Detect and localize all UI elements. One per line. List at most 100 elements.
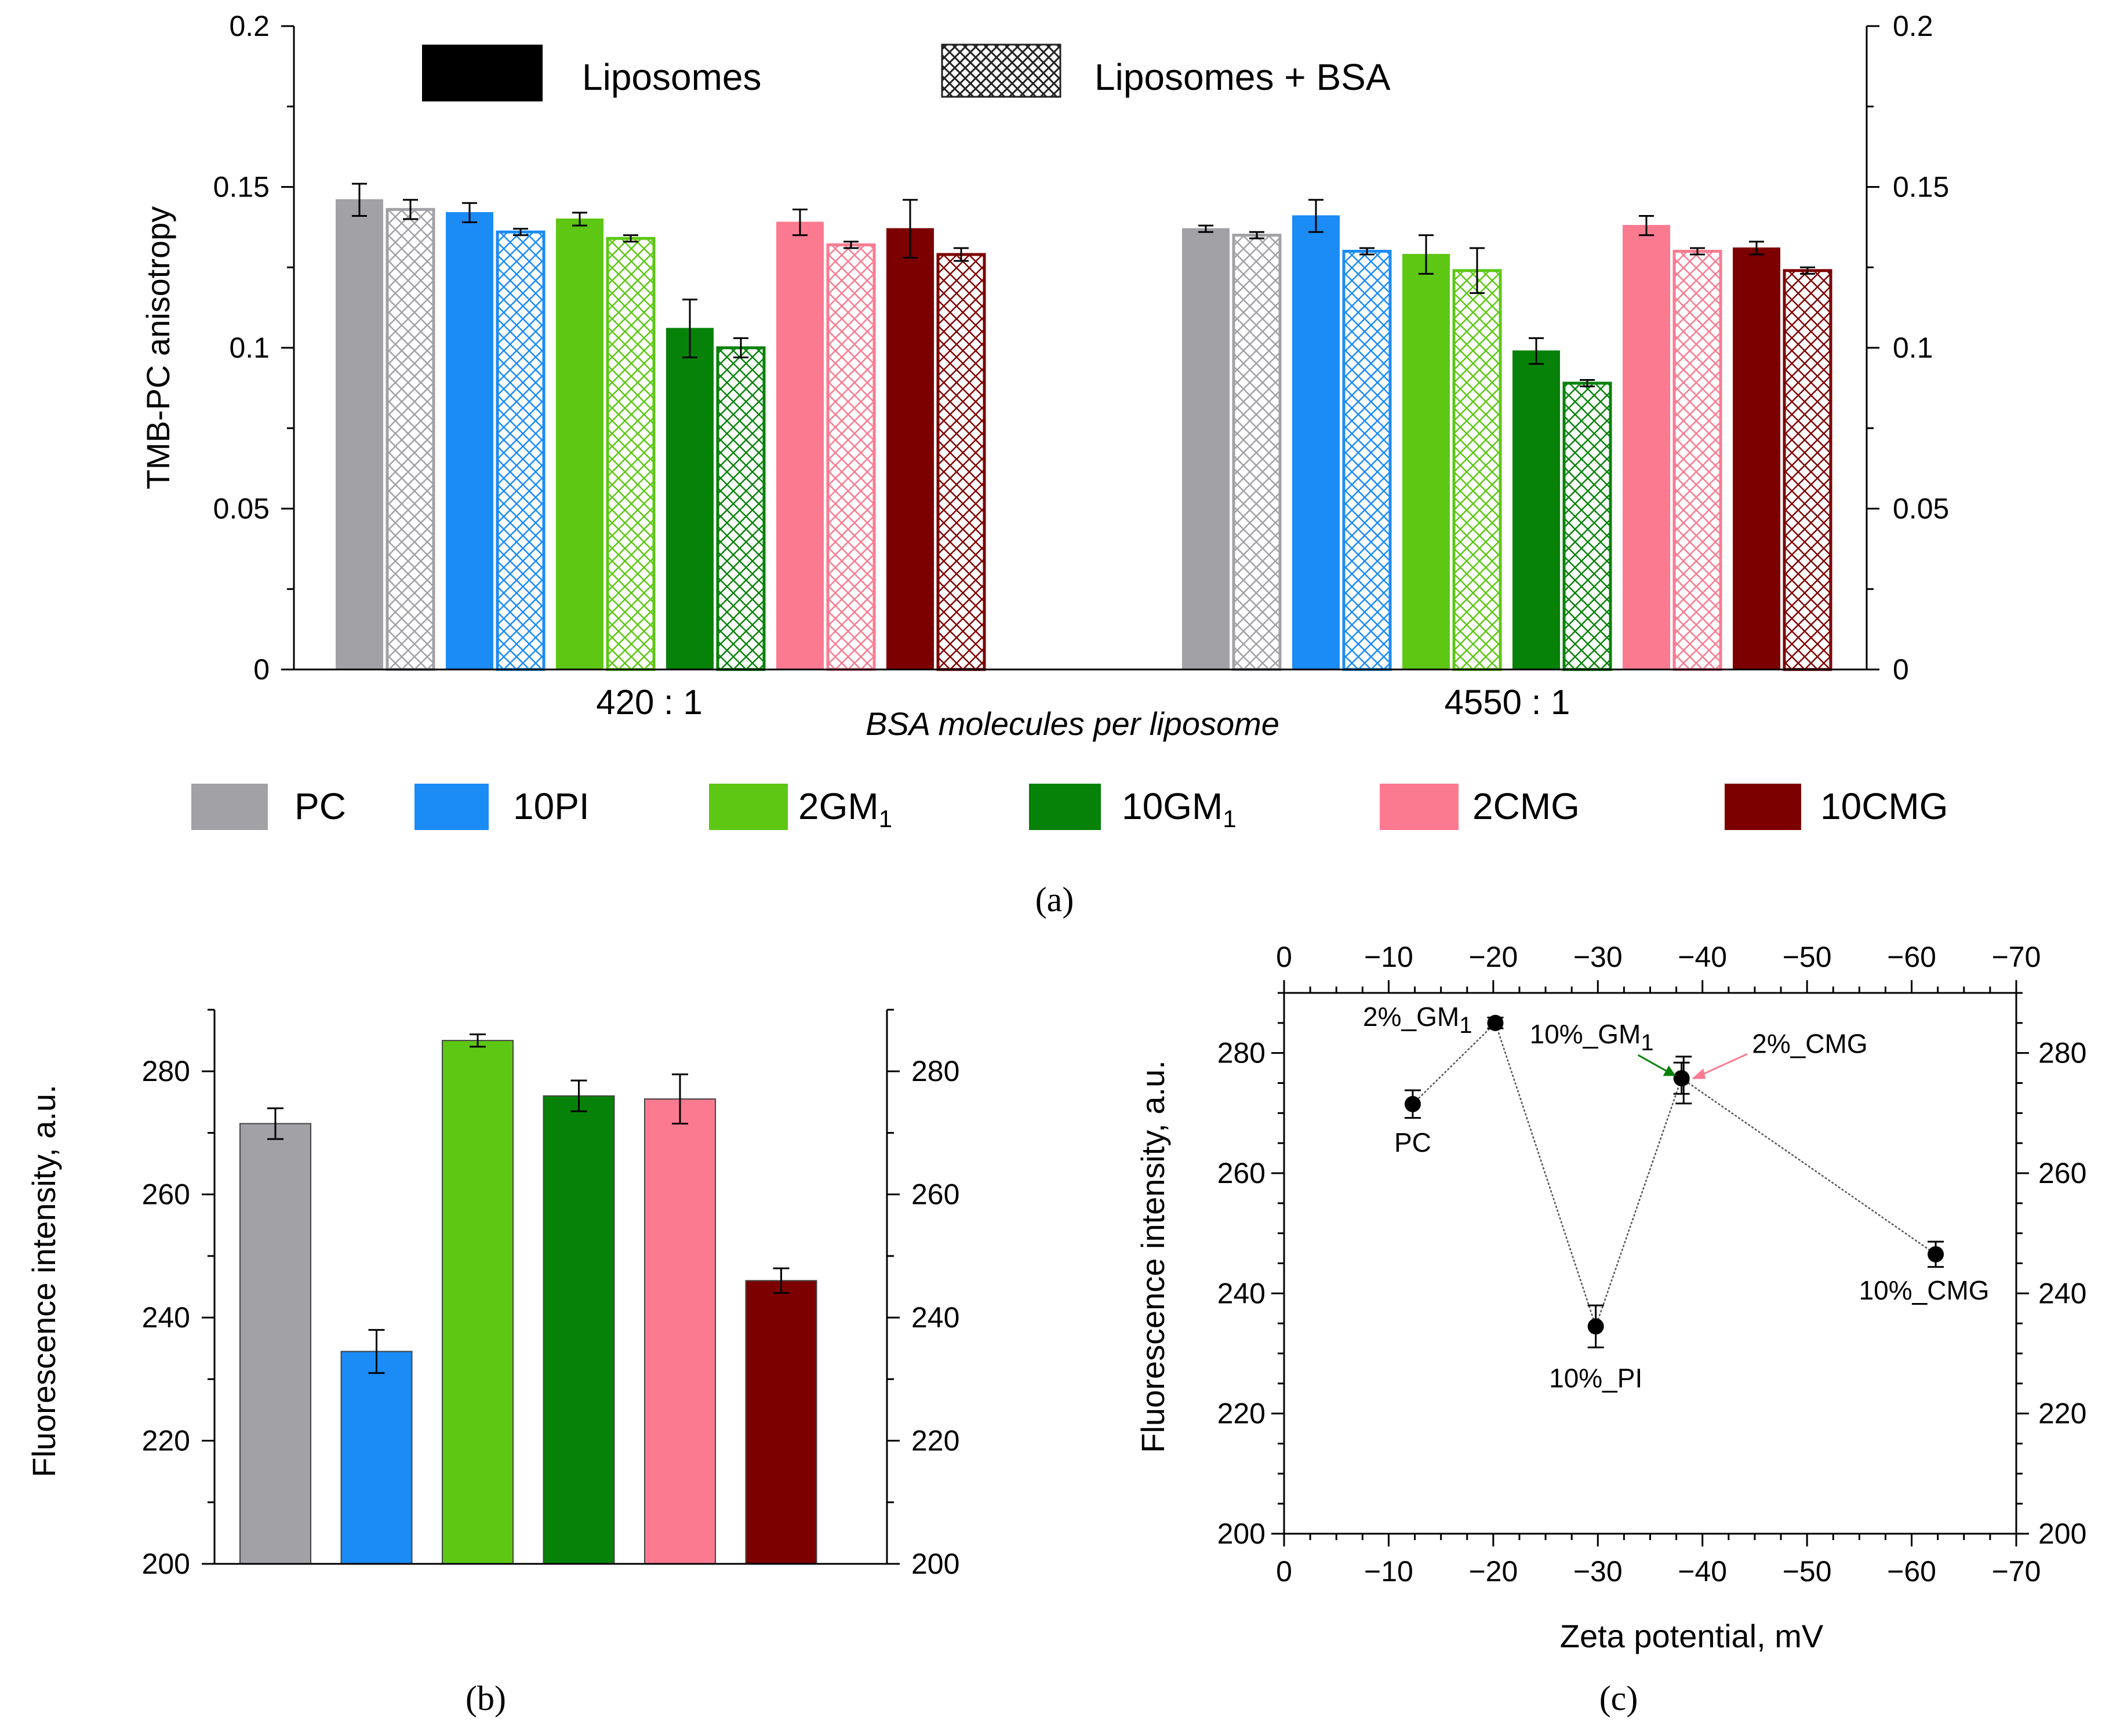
panel-a-axis-ticks: 0 0 0.05 0.05 0.1 0.1 0.15 0.15 0.2 0.2 bbox=[213, 10, 1950, 686]
a-bar-10GM1-4550 bbox=[1512, 350, 1560, 670]
legend-swatch-10gm1 bbox=[1029, 784, 1101, 830]
legend-swatch-liposomes bbox=[422, 45, 543, 101]
c-xtick-label-bottom: −60 bbox=[1887, 1555, 1936, 1588]
a-bar-10CMG-bsa-420 bbox=[936, 253, 986, 671]
c-ytick-label-left: 240 bbox=[1217, 1277, 1266, 1309]
a-bar-2CMG-bsa-420 bbox=[826, 243, 876, 671]
b-bar-10GM1 bbox=[543, 1095, 615, 1564]
b-ytick-label-left: 260 bbox=[142, 1178, 190, 1211]
c-ytick-label-right: 240 bbox=[2038, 1277, 2086, 1309]
c-arrowhead-2cmg bbox=[1692, 1068, 1706, 1079]
a-bar-2CMG-420 bbox=[776, 221, 824, 670]
panel-c-marks: PC 2%_GM1 10%_PI 10%_GM1 2%_CMG 10%_CMG bbox=[1363, 1002, 1990, 1393]
a-bar-PC-4550 bbox=[1182, 228, 1230, 670]
c-label-2%_GM1: 2%_GM1 bbox=[1363, 1002, 1472, 1038]
c-xtick-label-bottom: −20 bbox=[1468, 1555, 1518, 1588]
a-bar-PC-bsa-4550 bbox=[1232, 234, 1282, 671]
a-bar-10PI-420 bbox=[446, 212, 493, 670]
b-ytick-label-right: 260 bbox=[911, 1178, 959, 1211]
b-bar-10CMG bbox=[745, 1280, 817, 1564]
b-ytick-label-left: 280 bbox=[142, 1055, 190, 1087]
panel-b-marks bbox=[239, 1033, 817, 1565]
c-xtick-label-bottom: −10 bbox=[1364, 1555, 1413, 1588]
c-xtick-label-bottom: −40 bbox=[1678, 1555, 1727, 1588]
c-point-2%_GM1 bbox=[1487, 1014, 1504, 1031]
a-ytick-label-left: 0.05 bbox=[213, 493, 270, 525]
a-bar-2CMG-bsa-4550 bbox=[1672, 250, 1722, 671]
b-bar-2GM1 bbox=[442, 1040, 514, 1564]
panel-a-group-label-0: 420 : 1 bbox=[596, 683, 703, 722]
c-xtick-label-top: −10 bbox=[1364, 941, 1413, 973]
legend-label-liposomes: Liposomes bbox=[582, 56, 762, 98]
c-label-2%_CMG: 2%_CMG bbox=[1752, 1028, 1867, 1058]
legend-swatch-2cmg bbox=[1380, 784, 1459, 830]
c-label-PC: PC bbox=[1394, 1127, 1431, 1158]
a-ytick-label-right: 0.2 bbox=[1893, 10, 1933, 42]
c-ytick-label-right: 200 bbox=[2038, 1517, 2086, 1550]
b-ytick-label-left: 240 bbox=[142, 1301, 190, 1334]
legend-label-10gm1: 10GM1 bbox=[1122, 785, 1237, 832]
panel-c-x-axis-label: Zeta potential, mV bbox=[1560, 1618, 1824, 1654]
a-bar-PC-bsa-420 bbox=[386, 208, 435, 671]
b-ytick-label-right: 280 bbox=[911, 1055, 959, 1087]
c-xtick-label-bottom: −50 bbox=[1783, 1555, 1832, 1588]
c-xtick-label-top: −60 bbox=[1887, 941, 1936, 973]
c-xtick-label-bottom: 0 bbox=[1276, 1555, 1292, 1588]
panel-b-axis-ticks: 200 200 220 220 240 240 260 260 280 280 bbox=[142, 1009, 959, 1580]
c-label-10%_PI: 10%_PI bbox=[1549, 1363, 1642, 1393]
b-bar-2CMG bbox=[644, 1098, 716, 1564]
panel-c-label: (c) bbox=[1599, 1679, 1638, 1717]
a-bar-2GM1-bsa-420 bbox=[606, 236, 656, 671]
b-ytick-label-left: 220 bbox=[142, 1425, 190, 1457]
a-bar-PC-420 bbox=[336, 199, 383, 670]
a-bar-10GM1-bsa-4550 bbox=[1562, 381, 1612, 671]
c-arrow-10gm1 bbox=[1637, 1054, 1672, 1075]
legend-swatch-liposomes-bsa bbox=[941, 43, 1061, 98]
c-ytick-label-left: 220 bbox=[1217, 1397, 1266, 1430]
c-ytick-label-right: 220 bbox=[2038, 1397, 2086, 1430]
c-ytick-label-right: 260 bbox=[2038, 1157, 2086, 1189]
c-point-10%_CMG bbox=[1928, 1246, 1944, 1262]
a-bar-2CMG-4550 bbox=[1623, 225, 1670, 671]
b-bar-PC bbox=[239, 1123, 311, 1564]
b-ytick-label-right: 240 bbox=[911, 1301, 959, 1334]
c-point-2%_CMG bbox=[1678, 1074, 1690, 1086]
panel-a-group-label-1: 4550 : 1 bbox=[1445, 683, 1570, 722]
a-bar-10GM1-420 bbox=[666, 327, 714, 670]
legend-swatch-2gm1 bbox=[709, 784, 788, 830]
a-bar-10PI-4550 bbox=[1292, 215, 1340, 670]
legend-label-pc: PC bbox=[294, 785, 346, 827]
panel-c-zeta-scatter-chart: 0 0 −10 −10 −20 −20 −30 −30 −40 −40 −50 −50 −60 −60 −7… bbox=[1135, 941, 2086, 1717]
a-bar-10CMG-420 bbox=[886, 228, 934, 670]
c-xtick-label-bottom: −70 bbox=[1992, 1555, 2041, 1588]
a-bar-2GM1-420 bbox=[556, 219, 603, 670]
a-bar-10PI-bsa-420 bbox=[496, 230, 546, 671]
legend-label-2cmg: 2CMG bbox=[1472, 785, 1580, 827]
c-ytick-label-left: 200 bbox=[1217, 1517, 1266, 1550]
panel-c-axis-ticks: 0 0 −10 −10 −20 −20 −30 −30 −40 −40 −50 −50 −60 −60 −7… bbox=[1217, 941, 2087, 1588]
a-bar-10CMG-4550 bbox=[1733, 247, 1780, 670]
b-ytick-label-right: 200 bbox=[911, 1548, 959, 1580]
a-ytick-label-left: 0 bbox=[253, 653, 270, 686]
panel-a-y-axis-label: TMB-PC anisotropy bbox=[140, 206, 176, 490]
c-point-10%_PI bbox=[1587, 1318, 1604, 1335]
c-arrowhead-10gm1 bbox=[1663, 1065, 1676, 1076]
a-bar-10GM1-bsa-420 bbox=[716, 346, 766, 671]
a-ytick-label-right: 0 bbox=[1893, 653, 1909, 686]
c-xtick-label-top: −70 bbox=[1992, 941, 2041, 973]
legend-label-10cmg: 10CMG bbox=[1820, 785, 1948, 827]
panel-a-anisotropy-chart: 0 0 0.05 0.05 0.1 0.1 0.15 0.15 0.2 0.2 TMB-PC an… bbox=[140, 10, 1949, 919]
c-xtick-label-top: −50 bbox=[1783, 941, 1832, 973]
a-ytick-label-right: 0.05 bbox=[1893, 493, 1949, 525]
b-bar-10PI bbox=[340, 1351, 413, 1565]
panel-c-y-axis-label: Fluorescence intensity, a.u. bbox=[1135, 1060, 1171, 1453]
c-label-10%_CMG: 10%_CMG bbox=[1859, 1275, 1990, 1305]
legend-swatch-pc bbox=[191, 784, 268, 830]
c-xtick-label-top: 0 bbox=[1276, 941, 1292, 973]
c-xtick-label-top: −20 bbox=[1468, 941, 1518, 973]
b-ytick-label-left: 200 bbox=[142, 1548, 190, 1580]
a-ytick-label-left: 0.2 bbox=[229, 10, 270, 42]
panel-a-label: (a) bbox=[1035, 880, 1074, 919]
c-label-10%_GM1: 10%_GM1 bbox=[1530, 1019, 1654, 1056]
a-ytick-label-right: 0.15 bbox=[1893, 171, 1949, 203]
